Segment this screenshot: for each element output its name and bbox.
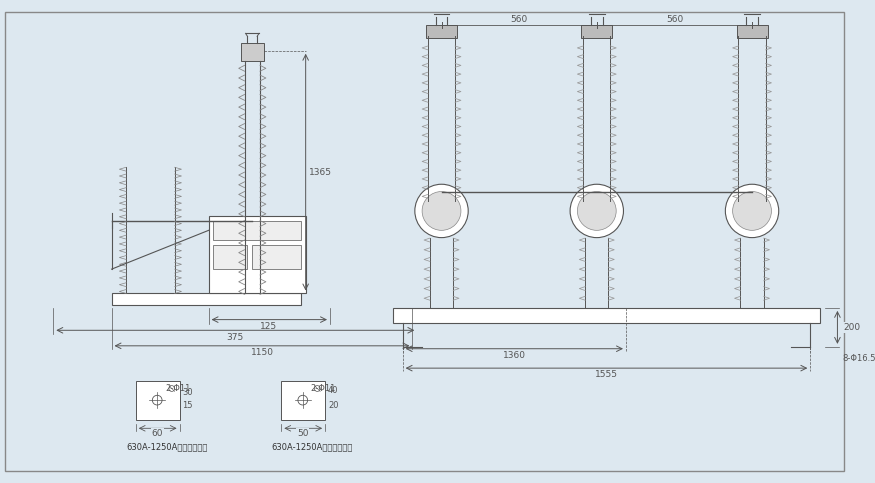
Ellipse shape bbox=[422, 192, 461, 230]
Text: 560: 560 bbox=[666, 15, 683, 24]
Text: 60: 60 bbox=[151, 428, 163, 438]
Text: 1150: 1150 bbox=[250, 348, 274, 357]
Ellipse shape bbox=[725, 184, 779, 238]
Text: 30: 30 bbox=[182, 388, 193, 397]
Bar bbox=[581, 25, 612, 38]
Text: 20: 20 bbox=[328, 400, 339, 410]
Bar bbox=[393, 308, 820, 323]
Ellipse shape bbox=[578, 192, 616, 230]
Ellipse shape bbox=[415, 184, 468, 238]
Text: 2-Φ11: 2-Φ11 bbox=[165, 384, 191, 393]
Bar bbox=[214, 221, 301, 240]
Bar bbox=[136, 381, 179, 420]
Text: 125: 125 bbox=[260, 322, 277, 331]
Bar bbox=[426, 25, 457, 38]
Text: 1555: 1555 bbox=[595, 370, 618, 380]
Text: 8-Φ16.5: 8-Φ16.5 bbox=[843, 354, 875, 363]
Text: 200: 200 bbox=[844, 323, 860, 332]
Text: 40: 40 bbox=[328, 386, 339, 395]
Ellipse shape bbox=[570, 184, 624, 238]
Ellipse shape bbox=[732, 192, 772, 230]
Bar bbox=[737, 25, 767, 38]
Text: 1360: 1360 bbox=[503, 351, 526, 360]
Bar bbox=[252, 245, 301, 269]
Bar bbox=[241, 43, 264, 60]
Text: 630A-1250A下出线安装孔: 630A-1250A下出线安装孔 bbox=[272, 442, 354, 451]
Bar bbox=[112, 293, 301, 305]
Bar bbox=[214, 245, 248, 269]
Bar bbox=[208, 216, 305, 293]
Text: 1365: 1365 bbox=[309, 168, 332, 177]
Text: 50: 50 bbox=[297, 428, 309, 438]
Bar bbox=[282, 381, 326, 420]
Text: 560: 560 bbox=[510, 15, 528, 24]
Text: 630A-1250A上出线安装孔: 630A-1250A上出线安装孔 bbox=[126, 442, 207, 451]
Text: 2-Φ11: 2-Φ11 bbox=[311, 384, 336, 393]
Text: 15: 15 bbox=[182, 400, 192, 410]
Text: 375: 375 bbox=[227, 333, 243, 341]
